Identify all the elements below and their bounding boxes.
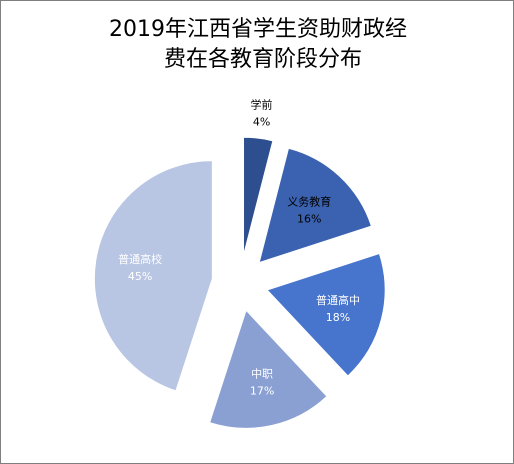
- slice-percent-label-1: 4%: [253, 115, 270, 128]
- pie-slice-3: [266, 252, 386, 377]
- pie-slice-5: [93, 160, 213, 392]
- slice-category-label-5: 普通高校: [118, 252, 162, 266]
- chart-title-line-2: 费在各教育阶段分布: [163, 47, 362, 72]
- pie-slice-4: [209, 309, 328, 429]
- slice-category-label-3: 普通高中: [316, 293, 360, 307]
- pie-slice-2: [258, 147, 373, 264]
- slice-category-label-2: 义务教育: [287, 194, 331, 208]
- slice-category-label-4: 中职: [251, 368, 273, 381]
- slice-category-label-1: 学前: [251, 97, 273, 111]
- slice-percent-label-3: 18%: [326, 311, 350, 324]
- chart-title: 2019年江西省学生资助财政经 费在各教育阶段分布: [1, 15, 514, 75]
- slice-percent-label-5: 45%: [128, 270, 152, 283]
- slice-percent-label-2: 16%: [297, 212, 321, 225]
- pie-slice-1: [243, 136, 274, 256]
- slice-percent-label-4: 17%: [250, 385, 274, 398]
- chart-title-line-1: 2019年江西省学生资助财政经: [109, 17, 407, 42]
